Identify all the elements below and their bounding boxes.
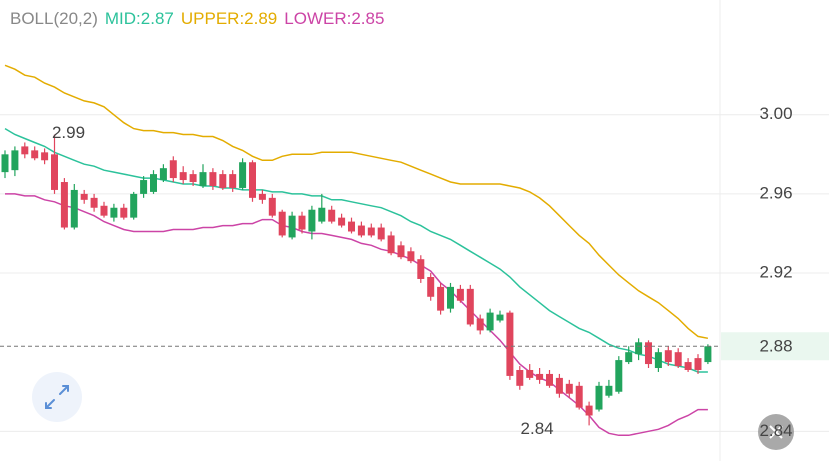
candle-body xyxy=(169,160,177,179)
settings-button-icon xyxy=(769,425,783,439)
y-tick-label: 3.00 xyxy=(759,104,792,123)
candle-body xyxy=(110,207,118,218)
candle-body xyxy=(348,221,355,232)
candle-body xyxy=(526,369,534,378)
candle-body xyxy=(268,197,276,216)
candle-body xyxy=(159,168,167,181)
candle-body xyxy=(476,318,484,331)
grid xyxy=(0,114,829,432)
low-annotation: 2.84 xyxy=(521,419,554,438)
candle-body xyxy=(575,385,583,408)
legend-entry: LOWER:2.85 xyxy=(284,9,384,28)
candle-body xyxy=(565,383,573,394)
candle-body xyxy=(387,235,395,254)
candle-body xyxy=(595,385,603,410)
band-line xyxy=(5,193,708,437)
candle-body xyxy=(298,215,306,230)
candle-body xyxy=(90,197,98,208)
legend-entry: UPPER:2.89 xyxy=(181,9,277,28)
y-tick-label: 2.96 xyxy=(759,183,792,202)
candle-body xyxy=(625,352,633,363)
candle-body xyxy=(120,207,128,218)
candle-body xyxy=(684,362,692,370)
band-line xyxy=(4,64,709,340)
indicator-header: BOLL(20,2) MID:2.87 UPPER:2.89 LOWER:2.85 xyxy=(10,9,384,28)
band-line xyxy=(4,127,708,373)
candle-body xyxy=(100,205,108,216)
candle-body xyxy=(496,314,504,321)
candle-body xyxy=(447,286,454,309)
candle-body xyxy=(239,162,247,188)
candle-body xyxy=(199,172,207,186)
last-price-label: 2.88 xyxy=(759,337,792,356)
candle-body xyxy=(288,215,296,238)
candle-body xyxy=(615,360,623,392)
expand-button[interactable] xyxy=(32,372,82,422)
high-annotation: 2.99 xyxy=(52,123,85,142)
candle-body xyxy=(427,276,435,297)
candles xyxy=(1,134,712,426)
candle-body xyxy=(41,152,49,161)
candle-body xyxy=(150,174,157,192)
candle-body xyxy=(338,217,346,226)
candle-body xyxy=(278,211,286,236)
candle-body xyxy=(516,369,524,386)
candle-body xyxy=(456,288,464,301)
candle-body xyxy=(407,251,415,262)
candle-body xyxy=(51,154,58,190)
y-tick-label: 2.92 xyxy=(759,263,792,282)
candle-body xyxy=(11,150,19,171)
candle-body xyxy=(80,193,88,200)
candle-body xyxy=(645,342,652,365)
candle-body xyxy=(328,209,336,222)
candle-body xyxy=(258,193,266,200)
last-price-box xyxy=(721,332,829,361)
candle-body xyxy=(70,189,78,228)
overlay: 2.88 2.99 2.84 xyxy=(0,123,829,450)
candle-body xyxy=(546,373,553,386)
candle-body xyxy=(536,373,544,380)
candle-body xyxy=(437,286,445,311)
candle-body xyxy=(585,405,593,416)
candle-body xyxy=(674,352,682,367)
candle-body xyxy=(555,377,563,394)
candle-body xyxy=(60,182,68,228)
candle-body xyxy=(704,346,712,363)
candle-body xyxy=(357,225,365,236)
candle-body xyxy=(179,172,187,181)
candle-body xyxy=(486,312,494,331)
candle-body xyxy=(130,193,138,218)
candle-body xyxy=(506,312,514,376)
candle-body xyxy=(635,342,643,355)
legend-entry: MID:2.87 xyxy=(105,9,174,28)
candle-body xyxy=(367,227,375,236)
candle-body xyxy=(31,150,39,159)
settings-button[interactable] xyxy=(758,414,794,450)
candle-body xyxy=(229,174,237,188)
y-tick-label: 2.84 xyxy=(759,421,792,440)
candle-body xyxy=(397,245,405,258)
candle-body xyxy=(605,385,613,396)
candle-body xyxy=(466,288,474,325)
candle-body xyxy=(189,174,197,183)
bands xyxy=(4,64,709,437)
candle-body xyxy=(21,146,29,155)
candle-body xyxy=(377,227,385,240)
candle-body xyxy=(219,174,227,188)
candle-body xyxy=(1,154,9,173)
candle-body xyxy=(664,350,672,363)
candle-body xyxy=(249,162,256,198)
indicator-name: BOLL(20,2) xyxy=(10,9,98,28)
candle-body xyxy=(318,207,326,222)
candle-body xyxy=(140,180,148,194)
candle-body xyxy=(308,209,316,232)
candle-body xyxy=(209,172,217,186)
candle-body xyxy=(417,259,425,279)
candle-body xyxy=(694,358,702,370)
candle-body xyxy=(654,352,662,369)
